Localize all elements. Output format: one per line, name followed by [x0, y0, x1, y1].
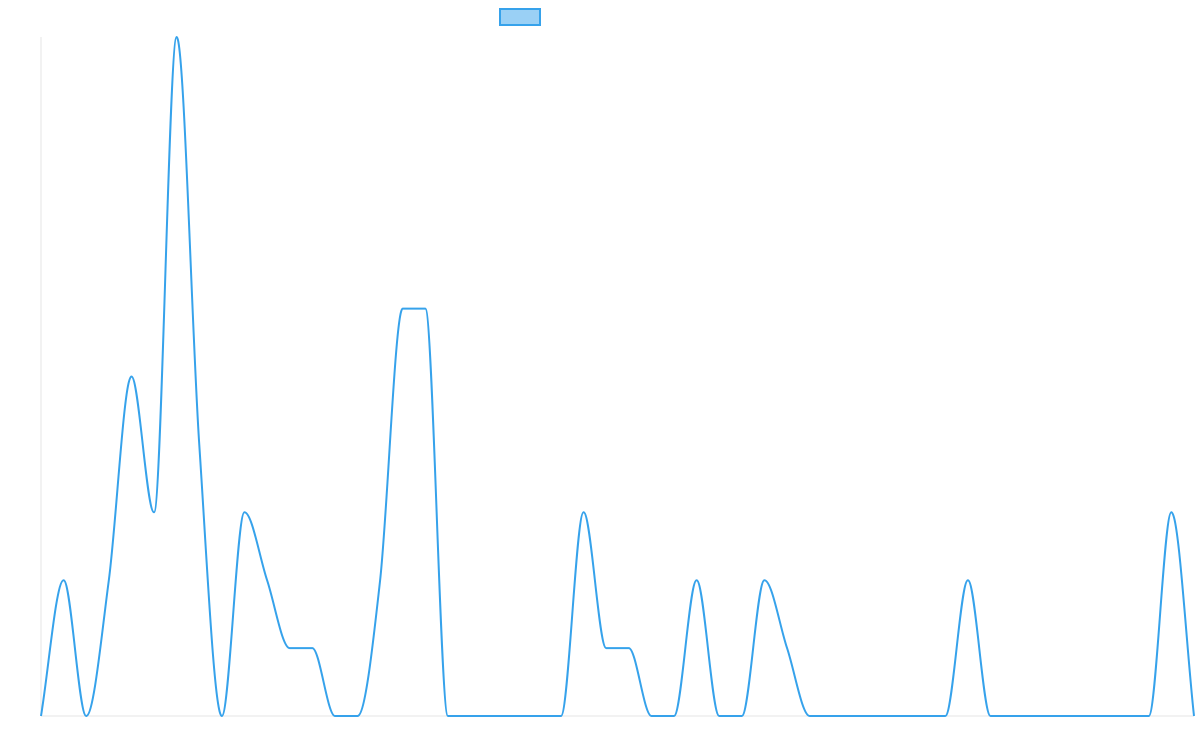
data-point[interactable]	[286, 644, 294, 652]
data-point[interactable]	[828, 712, 836, 720]
data-point[interactable]	[760, 576, 768, 584]
data-point[interactable]	[421, 305, 429, 313]
data-point[interactable]	[512, 712, 520, 720]
data-point[interactable]	[195, 440, 203, 448]
data-point[interactable]	[489, 712, 497, 720]
data-point[interactable]	[896, 712, 904, 720]
data-point[interactable]	[1190, 712, 1198, 720]
data-point[interactable]	[1032, 712, 1040, 720]
data-point[interactable]	[1077, 712, 1085, 720]
data-point[interactable]	[399, 305, 407, 313]
data-point[interactable]	[693, 576, 701, 584]
data-point[interactable]	[738, 712, 746, 720]
data-point[interactable]	[987, 712, 995, 720]
data-point[interactable]	[1100, 712, 1108, 720]
data-point[interactable]	[783, 644, 791, 652]
data-point[interactable]	[467, 712, 475, 720]
data-point[interactable]	[354, 712, 362, 720]
data-point[interactable]	[602, 644, 610, 652]
data-point[interactable]	[60, 576, 68, 584]
legend-swatch[interactable]	[499, 8, 541, 26]
data-point[interactable]	[873, 712, 881, 720]
data-point[interactable]	[534, 712, 542, 720]
data-point[interactable]	[625, 644, 633, 652]
data-point[interactable]	[1122, 712, 1130, 720]
data-point[interactable]	[806, 712, 814, 720]
data-point[interactable]	[715, 712, 723, 720]
data-point[interactable]	[964, 576, 972, 584]
data-point[interactable]	[557, 712, 565, 720]
data-point[interactable]	[1145, 712, 1153, 720]
data-point[interactable]	[376, 576, 384, 584]
data-point[interactable]	[308, 644, 316, 652]
data-point[interactable]	[444, 712, 452, 720]
legend[interactable]	[499, 8, 541, 26]
data-point[interactable]	[919, 712, 927, 720]
data-point[interactable]	[580, 508, 588, 516]
data-point[interactable]	[127, 373, 135, 381]
data-point[interactable]	[851, 712, 859, 720]
data-point[interactable]	[1054, 712, 1062, 720]
data-point[interactable]	[647, 712, 655, 720]
data-point[interactable]	[150, 508, 158, 516]
data-point[interactable]	[1167, 508, 1175, 516]
data-point[interactable]	[670, 712, 678, 720]
data-point[interactable]	[240, 508, 248, 516]
series-line	[40, 36, 1195, 717]
data-point[interactable]	[82, 712, 90, 720]
data-point[interactable]	[173, 33, 181, 41]
data-point[interactable]	[37, 712, 45, 720]
data-point[interactable]	[105, 576, 113, 584]
data-point[interactable]	[263, 576, 271, 584]
axes	[40, 37, 1194, 717]
data-point[interactable]	[941, 712, 949, 720]
data-point[interactable]	[218, 712, 226, 720]
data-point[interactable]	[1009, 712, 1017, 720]
data-point[interactable]	[331, 712, 339, 720]
series-layer	[37, 33, 1198, 720]
